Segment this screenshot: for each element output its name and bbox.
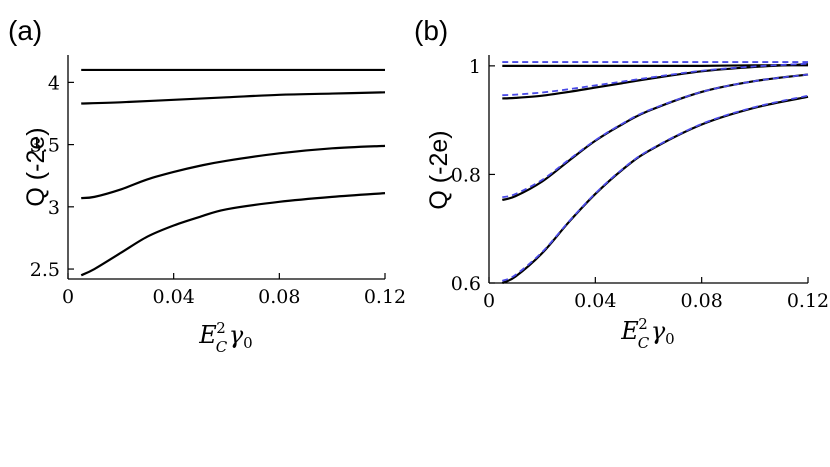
panel-a: (a) 2.5 3 3.5 4 0 0.04 0.08 0.12 Q (-2e) EC2 γ0 [8,15,406,356]
y-ticks: 2.5 3 3.5 4 [30,72,74,281]
series-line-solid [502,64,809,67]
y-tick-label: 0.8 [451,164,481,186]
series-line-solid [502,63,809,100]
series-line-dashed [502,73,809,199]
y-axis-label: Q (-2e) [425,130,453,209]
series-group [80,68,386,277]
series-line-solid [501,95,809,285]
x-tick-label: 0 [62,286,74,308]
x-tick-label: 0.04 [574,290,616,312]
series-line-solid [81,144,386,200]
x-tick-label: 0.04 [153,286,195,308]
panel-label: (b) [414,15,448,46]
x-ticks: 0 0.04 0.08 0.12 [483,277,829,312]
x-tick-label: 0.08 [258,286,300,308]
series-group [501,61,809,285]
series-line-solid [81,91,386,105]
y-tick-label: 2.5 [30,259,60,281]
x-axis-label: EC2 γ0 [198,319,252,356]
panel-label: (a) [8,15,42,46]
series-line-dashed [502,62,809,97]
series-line-dashed [501,94,809,282]
series-line-solid [501,73,809,202]
y-tick-label: 0.6 [451,273,481,295]
x-axis-label: EC2 γ0 [620,315,674,352]
x-tick-label: 0.12 [364,286,406,308]
panel-b: (b) 0.6 0.8 1 0 0.04 0.08 0.12 Q (-2e) EC2 γ0 [414,15,829,352]
x-tick-label: 0.12 [787,290,829,312]
x-tick-label: 0.08 [681,290,723,312]
series-line-solid [80,192,386,277]
y-axis-label: Q (-2e) [22,127,50,206]
y-tick-label: 3.5 [30,135,60,157]
x-ticks: 0 0.04 0.08 0.12 [62,273,406,308]
x-tick-label: 0 [483,290,495,312]
y-ticks: 0.6 0.8 1 [451,56,495,295]
y-tick-label: 4 [48,72,60,94]
y-tick-label: 1 [469,56,481,78]
y-tick-label: 3 [48,197,60,219]
